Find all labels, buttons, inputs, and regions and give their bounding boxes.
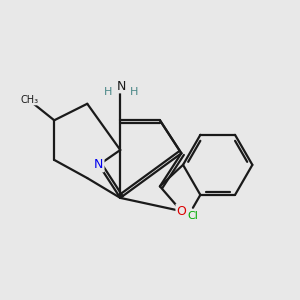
Text: H: H [130,87,138,97]
Text: N: N [117,80,127,93]
Text: N: N [94,158,104,171]
Text: Cl: Cl [188,211,198,221]
Text: O: O [176,205,186,218]
Text: H: H [103,87,112,97]
Text: CH₃: CH₃ [20,95,38,105]
